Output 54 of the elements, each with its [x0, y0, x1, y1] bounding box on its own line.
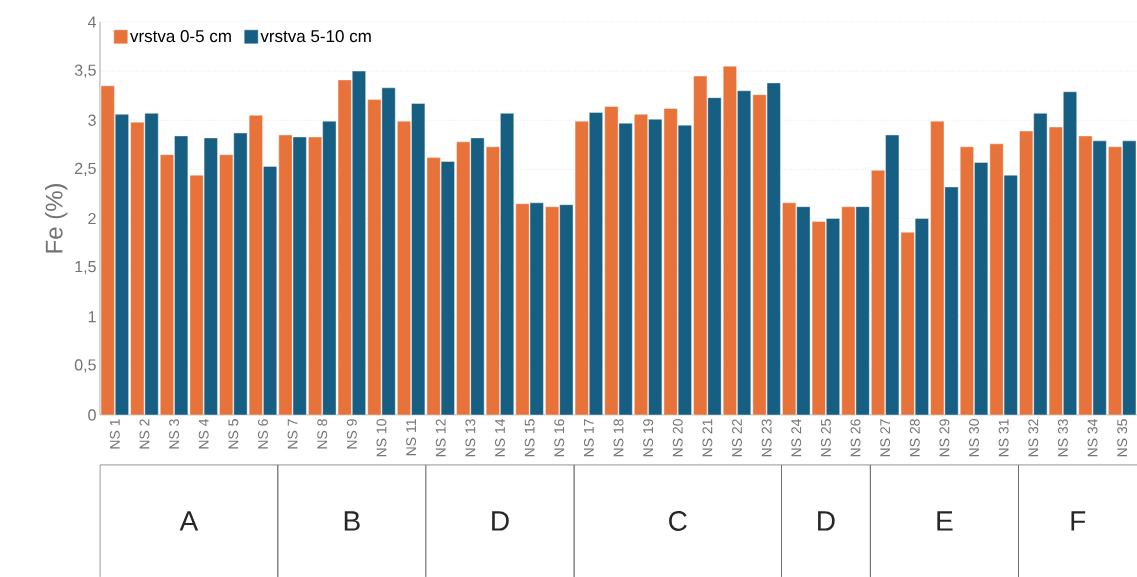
x-tick-label: NS 35: [1117, 419, 1128, 457]
x-tick-label: NS 25: [820, 419, 831, 457]
x-tick-label: NS 20: [672, 419, 683, 457]
y-tick-label: 0: [88, 409, 96, 421]
y-tick-label: 3: [88, 114, 96, 126]
x-tick-label: NS 3: [169, 419, 180, 449]
y-tick-label: 3,5: [74, 64, 96, 78]
x-tick-label: NS 24: [791, 418, 802, 457]
legend-label: vrstva 5-10 cm: [260, 30, 371, 43]
x-tick-label: NS 31: [998, 419, 1009, 457]
x-tick-label: NS 19: [643, 419, 654, 457]
x-tick-label: NS 11: [406, 419, 417, 456]
text: B: [344, 511, 360, 531]
y-tick-label: 2: [88, 212, 96, 225]
text: D: [492, 511, 509, 531]
x-tick-label: NS 2: [139, 419, 150, 449]
x-tick-label: NS 32: [1028, 419, 1039, 457]
x-tick-label: NS 23: [761, 419, 772, 457]
y-tick-label: 0,5: [74, 359, 96, 373]
x-tick-label: NS 9: [346, 419, 357, 449]
x-tick-label: NS 26: [850, 419, 861, 457]
y-tick-label: 1,5: [75, 261, 96, 275]
x-tick-label: NS 7: [287, 419, 298, 449]
x-tick-label: NS 1: [109, 419, 120, 449]
x-tick-label: NS 13: [465, 419, 476, 457]
text: F: [1071, 511, 1086, 531]
legend-label: vrstva 0-5 cm: [130, 30, 231, 43]
x-tick-label: NS 15: [524, 419, 535, 457]
text: E: [937, 511, 953, 531]
x-tick-label: NS 29: [939, 419, 950, 457]
x-tick-label: NS 30: [969, 419, 979, 457]
x-tick-label: NS 27: [880, 419, 891, 457]
y-axis-title: Fe (%): [45, 184, 68, 253]
x-tick-label: NS 5: [228, 419, 239, 449]
y-tick-label: 2,5: [75, 162, 96, 176]
x-tick-label: NS 22: [732, 419, 742, 457]
x-tick-label: NS 12: [435, 419, 446, 457]
x-tick-label: NS 21: [702, 419, 713, 457]
x-tick-label: NS 14: [495, 418, 505, 457]
y-tick-label: 1: [88, 311, 96, 323]
x-tick-label: NS 8: [317, 419, 328, 449]
y-tick-label: 4: [87, 16, 96, 28]
text: A: [179, 511, 199, 531]
x-tick-label: NS 34: [1087, 418, 1098, 457]
x-tick-label: NS 16: [554, 419, 565, 457]
x-tick-label: NS 4: [198, 418, 209, 449]
x-tick-label: NS 17: [583, 419, 594, 457]
x-tick-label: NS 33: [1057, 419, 1068, 457]
x-tick-label: NS 10: [376, 419, 387, 457]
x-tick-label: NS 18: [613, 419, 624, 457]
x-tick-label: NS 6: [258, 419, 268, 449]
x-tick-label: NS 28: [909, 419, 920, 457]
text: D: [818, 511, 835, 531]
text: C: [669, 511, 687, 531]
